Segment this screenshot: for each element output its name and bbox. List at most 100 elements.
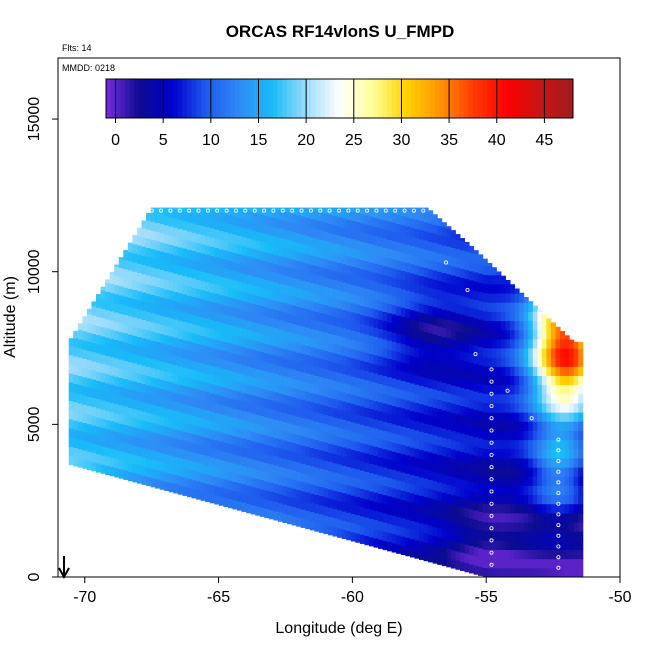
heatmap-cell: [159, 333, 165, 344]
heatmap-cell: [532, 311, 538, 322]
heatmap-cell: [186, 487, 193, 498]
heatmap-cell: [378, 392, 384, 403]
heatmap-cell: [405, 528, 411, 538]
heatmap-cell: [100, 299, 106, 309]
heatmap-cell: [391, 222, 397, 232]
heatmap-cell: [519, 357, 525, 367]
heatmap-cell: [82, 385, 88, 396]
heatmap-cell: [373, 254, 379, 264]
heatmap-cell: [560, 430, 566, 441]
heatmap-cell: [482, 329, 488, 340]
heatmap-cell: [255, 386, 261, 397]
heatmap-cell: [523, 558, 529, 569]
heatmap-cell: [555, 402, 561, 413]
colorbar-tick-label: 25: [345, 132, 363, 149]
heatmap-cell: [305, 244, 311, 255]
heatmap-cell: [177, 246, 183, 257]
heatmap-cell: [227, 471, 233, 481]
heatmap-cell: [428, 525, 434, 535]
heatmap-cell: [569, 467, 575, 477]
heatmap-cell: [382, 320, 388, 331]
heatmap-cell: [173, 428, 179, 439]
heatmap-cell: [214, 330, 220, 340]
heatmap-cell: [523, 476, 529, 486]
heatmap-cell: [86, 332, 92, 342]
heatmap-cell: [382, 430, 388, 441]
heatmap-cell: [382, 302, 388, 312]
heatmap-cell: [268, 317, 274, 327]
heatmap-cell: [405, 500, 411, 511]
heatmap-cell: [146, 412, 152, 422]
heatmap-cell: [505, 421, 511, 431]
heatmap-cell: [300, 380, 306, 391]
heatmap-cell: [373, 217, 379, 228]
heatmap-cell: [550, 322, 556, 331]
heatmap-cell: [432, 233, 438, 244]
heatmap-cell: [323, 396, 329, 406]
heatmap-cell: [318, 321, 324, 332]
heatmap-cell: [155, 396, 161, 407]
heatmap-cell: [387, 230, 393, 240]
heatmap-cell: [318, 257, 324, 268]
heatmap-cell: [437, 234, 443, 245]
heatmap-cell: [473, 308, 479, 319]
heatmap-cell: [359, 305, 365, 315]
heatmap-cell: [300, 417, 306, 428]
heatmap-cell: [268, 280, 274, 291]
heatmap-cell: [346, 393, 352, 403]
heatmap-cell: [200, 417, 206, 428]
heatmap-cell: [209, 356, 215, 366]
heatmap-cell: [469, 527, 475, 537]
heatmap-cell: [264, 316, 270, 326]
heatmap-cell: [569, 402, 575, 413]
heatmap-cell: [378, 310, 384, 320]
heatmap-cell: [241, 346, 247, 357]
heatmap-cell: [300, 509, 306, 519]
heatmap-cell: [164, 453, 170, 464]
heatmap-cell: [173, 236, 179, 247]
heatmap-cell: [291, 497, 297, 508]
heatmap-cell: [491, 283, 497, 294]
heatmap-cell: [428, 424, 434, 435]
heatmap-cell: [287, 413, 293, 424]
heatmap-cell: [464, 471, 470, 481]
heatmap-cell: [423, 322, 429, 333]
heatmap-cell: [482, 494, 488, 504]
heatmap-cell: [346, 210, 352, 220]
heatmap-cell: [241, 474, 247, 485]
heatmap-cell: [359, 442, 365, 453]
heatmap-cell: [578, 503, 584, 514]
heatmap-cell: [191, 397, 197, 407]
heatmap-cell: [277, 448, 284, 458]
heatmap-cell: [500, 476, 506, 486]
heatmap-cell: [305, 492, 311, 502]
heatmap-cell: [223, 451, 229, 462]
heatmap-cell: [155, 323, 161, 333]
heatmap-cell: [359, 506, 365, 517]
heatmap-cell: [459, 332, 466, 343]
heatmap-cell: [109, 393, 115, 403]
heatmap-cell: [414, 457, 420, 468]
heatmap-cell: [214, 430, 220, 441]
heatmap-cell: [123, 433, 129, 444]
heatmap-cell: [287, 358, 293, 369]
heatmap-cell: [414, 530, 420, 541]
heatmap-cell: [268, 482, 274, 492]
heatmap-cell: [546, 357, 552, 367]
heatmap-cell: [491, 540, 497, 551]
heatmap-cell: [218, 294, 224, 305]
heatmap-cell: [255, 313, 261, 324]
heatmap-cell: [323, 267, 329, 278]
heatmap-cell: [223, 359, 229, 370]
heatmap-cell: [300, 426, 306, 437]
heatmap-cell: [168, 445, 174, 456]
heatmap-cell: [232, 499, 238, 510]
heatmap-cell: [323, 213, 329, 223]
heatmap-cell: [573, 430, 579, 441]
heatmap-cell: [296, 251, 302, 262]
colorbar-tick-label: 0: [111, 132, 120, 149]
heatmap-cell: [146, 476, 152, 487]
heatmap-cell: [296, 242, 302, 252]
heatmap-cell: [341, 282, 347, 292]
heatmap-cell: [300, 325, 306, 336]
